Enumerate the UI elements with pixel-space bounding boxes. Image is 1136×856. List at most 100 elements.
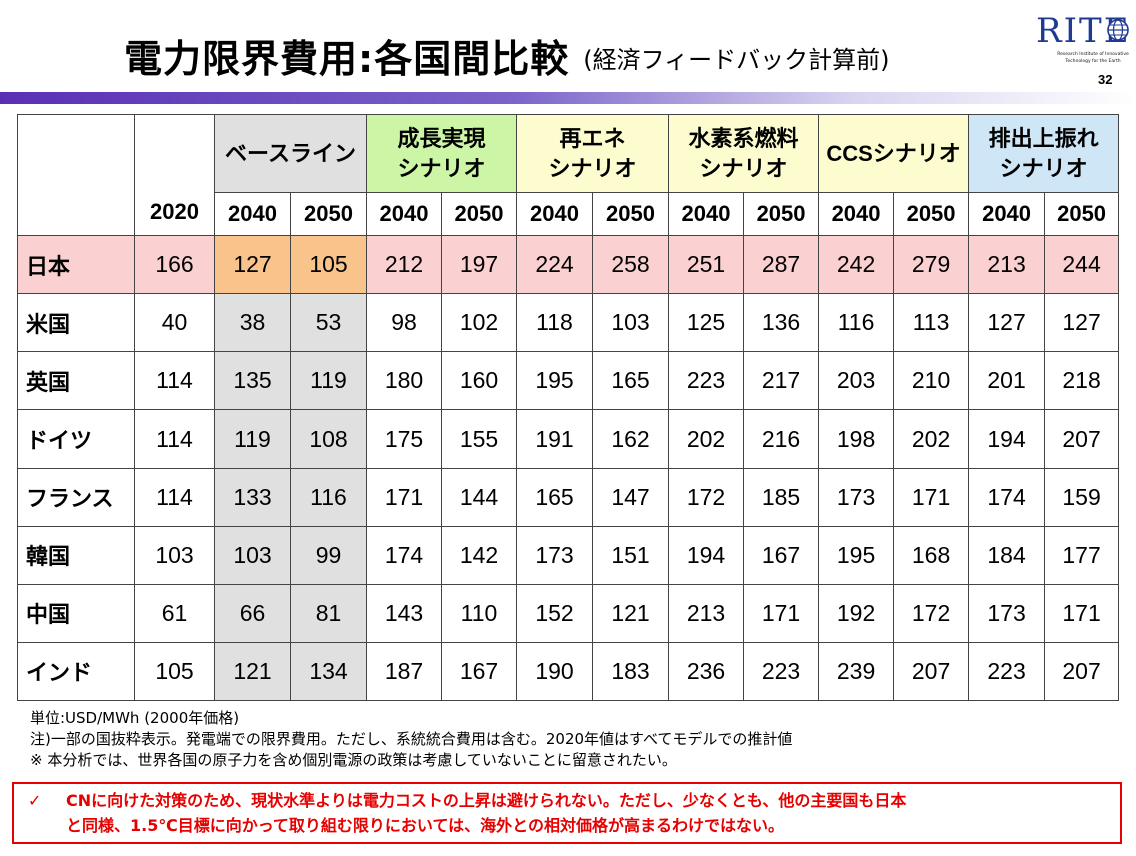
logo-tagline-1: Research Institute of Innovative xyxy=(1057,52,1129,57)
footnotes: 単位:USD/MWh (2000年価格) 注)一部の国抜粋表示。発電端での限界費… xyxy=(30,708,792,771)
year-header: 2040 xyxy=(968,192,1046,237)
cost-value-cell: 165 xyxy=(516,467,594,527)
cost-value-cell: 53 xyxy=(290,293,367,353)
cost-value-cell: 167 xyxy=(440,641,518,702)
cost-value-cell: 194 xyxy=(668,525,745,585)
cost-value-cell: 103 xyxy=(134,525,215,585)
cost-value-cell: 144 xyxy=(440,467,518,527)
cost-value-cell: 202 xyxy=(668,409,745,469)
cost-value-cell: 177 xyxy=(1044,525,1120,585)
cost-value-cell: 127 xyxy=(968,293,1046,353)
cost-value-cell: 174 xyxy=(968,467,1046,527)
cost-value-cell: 195 xyxy=(516,351,594,411)
year-header: 2040 xyxy=(668,192,745,237)
cost-value-cell: 98 xyxy=(366,293,442,353)
cost-value-cell: 198 xyxy=(818,409,895,469)
table-row: 米国 40 38 53 98 102 118 103 125 136 116 113 127 127 xyxy=(17,293,1120,353)
country-label: 英国 xyxy=(17,351,135,411)
cost-value-cell: 223 xyxy=(668,351,745,411)
country-label: 韓国 xyxy=(17,525,135,585)
cost-value-cell: 151 xyxy=(592,525,670,585)
cost-value-cell: 119 xyxy=(214,409,291,469)
cost-value-cell: 66 xyxy=(214,583,291,643)
cost-value-cell: 134 xyxy=(290,641,367,702)
scenario-header-row: 2020 ベースライン 成長実現 シナリオ 再エネ シナリオ 水素系燃料 シナリ… xyxy=(17,113,1120,237)
cost-value-cell: 102 xyxy=(440,293,518,353)
header-divider xyxy=(0,92,1136,104)
page-subtitle: (経済フィードバック計算前) xyxy=(583,46,890,74)
key-message-box: ✓ CNに向けた対策のため、現状水準よりは電力コストの上昇は避けられない。ただし… xyxy=(12,782,1122,844)
cost-value-cell: 223 xyxy=(743,641,820,702)
cost-value-cell: 105 xyxy=(290,235,367,295)
cost-value-cell: 38 xyxy=(214,293,291,353)
year-header: 2040 xyxy=(818,192,895,237)
cost-value-cell: 99 xyxy=(290,525,367,585)
globe-icon xyxy=(1107,19,1129,41)
country-label: ドイツ xyxy=(17,409,135,469)
table-row: 韓国 103 103 99 174 142 173 151 194 167 195 168 184 177 xyxy=(17,525,1120,585)
cost-value-cell: 210 xyxy=(893,351,970,411)
cost-value-cell: 251 xyxy=(668,235,745,295)
cost-value-cell: 287 xyxy=(743,235,820,295)
cost-value-cell: 207 xyxy=(893,641,970,702)
cost-value-cell: 40 xyxy=(134,293,215,353)
cost-value-cell: 171 xyxy=(893,467,970,527)
cost-value-cell: 207 xyxy=(1044,409,1120,469)
cost-value-cell: 121 xyxy=(592,583,670,643)
year-header: 2040 xyxy=(214,192,291,237)
scenario-header-high-emission: 排出上振れ シナリオ xyxy=(968,113,1120,194)
cost-value-cell: 168 xyxy=(893,525,970,585)
scenario-label-renewables: 再エネ シナリオ xyxy=(548,125,637,181)
year-header: 2040 xyxy=(366,192,442,237)
cost-value-cell: 213 xyxy=(668,583,745,643)
cost-value-cell: 118 xyxy=(516,293,594,353)
cost-value-cell: 203 xyxy=(818,351,895,411)
cost-value-cell: 116 xyxy=(818,293,895,353)
cost-value-cell: 159 xyxy=(1044,467,1120,527)
cost-value-cell: 116 xyxy=(290,467,367,527)
cost-value-cell: 172 xyxy=(893,583,970,643)
policy-note: ※ 本分析では、世界各国の原子力を含め個別電源の政策は考慮していないことに留意さ… xyxy=(30,751,677,769)
cost-value-cell: 180 xyxy=(366,351,442,411)
table-body: 日本 166 127 105 212 197 224 258 251 287 242 279 213 24… xyxy=(17,235,1120,702)
scenario-header-baseline: ベースライン xyxy=(214,113,367,194)
cost-value-cell: 172 xyxy=(668,467,745,527)
cost-value-cell: 142 xyxy=(440,525,518,585)
page-title: 電力限界費用:各国間比較 (経済フィードバック計算前) xyxy=(124,37,890,81)
cost-value-cell: 108 xyxy=(290,409,367,469)
table-row: 英国 114 135 119 180 160 195 165 223 217 203 210 201 21… xyxy=(17,351,1120,411)
scenario-label-growth: 成長実現 シナリオ xyxy=(397,125,486,181)
cost-value-cell: 61 xyxy=(134,583,215,643)
scenario-header-growth: 成長実現 シナリオ xyxy=(365,113,518,194)
cost-value-cell: 217 xyxy=(743,351,820,411)
cost-value-cell: 197 xyxy=(440,235,518,295)
logo-tagline-2: Technology for the Earth xyxy=(1065,59,1121,64)
cost-value-cell: 133 xyxy=(214,467,291,527)
scenario-header-hydrogen: 水素系燃料 シナリオ xyxy=(668,113,820,194)
cost-value-cell: 160 xyxy=(440,351,518,411)
table-row: フランス 114 133 116 171 144 165 147 172 185 173 171 174… xyxy=(17,467,1120,527)
cost-value-cell: 192 xyxy=(818,583,895,643)
cost-value-cell: 195 xyxy=(818,525,895,585)
country-label: 中国 xyxy=(17,583,135,643)
cost-value-cell: 127 xyxy=(214,235,291,295)
cost-value-cell: 183 xyxy=(592,641,670,702)
year-header: 2050 xyxy=(290,192,367,237)
cost-value-cell: 81 xyxy=(290,583,367,643)
cost-value-cell: 216 xyxy=(743,409,820,469)
cost-value-cell: 136 xyxy=(743,293,820,353)
table-row: ドイツ 114 119 108 175 155 191 162 202 216 198 202 194 2… xyxy=(17,409,1120,469)
cost-value-cell: 175 xyxy=(366,409,442,469)
cost-value-cell: 187 xyxy=(366,641,442,702)
cost-value-cell: 239 xyxy=(818,641,895,702)
cost-value-cell: 185 xyxy=(743,467,820,527)
cost-value-cell: 167 xyxy=(743,525,820,585)
cost-value-cell: 171 xyxy=(366,467,442,527)
cost-value-cell: 174 xyxy=(366,525,442,585)
cost-value-cell: 171 xyxy=(743,583,820,643)
cost-value-cell: 207 xyxy=(1044,641,1120,702)
cost-value-cell: 244 xyxy=(1044,235,1120,295)
cost-value-cell: 236 xyxy=(668,641,745,702)
country-label: 日本 xyxy=(17,235,135,295)
country-label: 米国 xyxy=(17,293,135,353)
